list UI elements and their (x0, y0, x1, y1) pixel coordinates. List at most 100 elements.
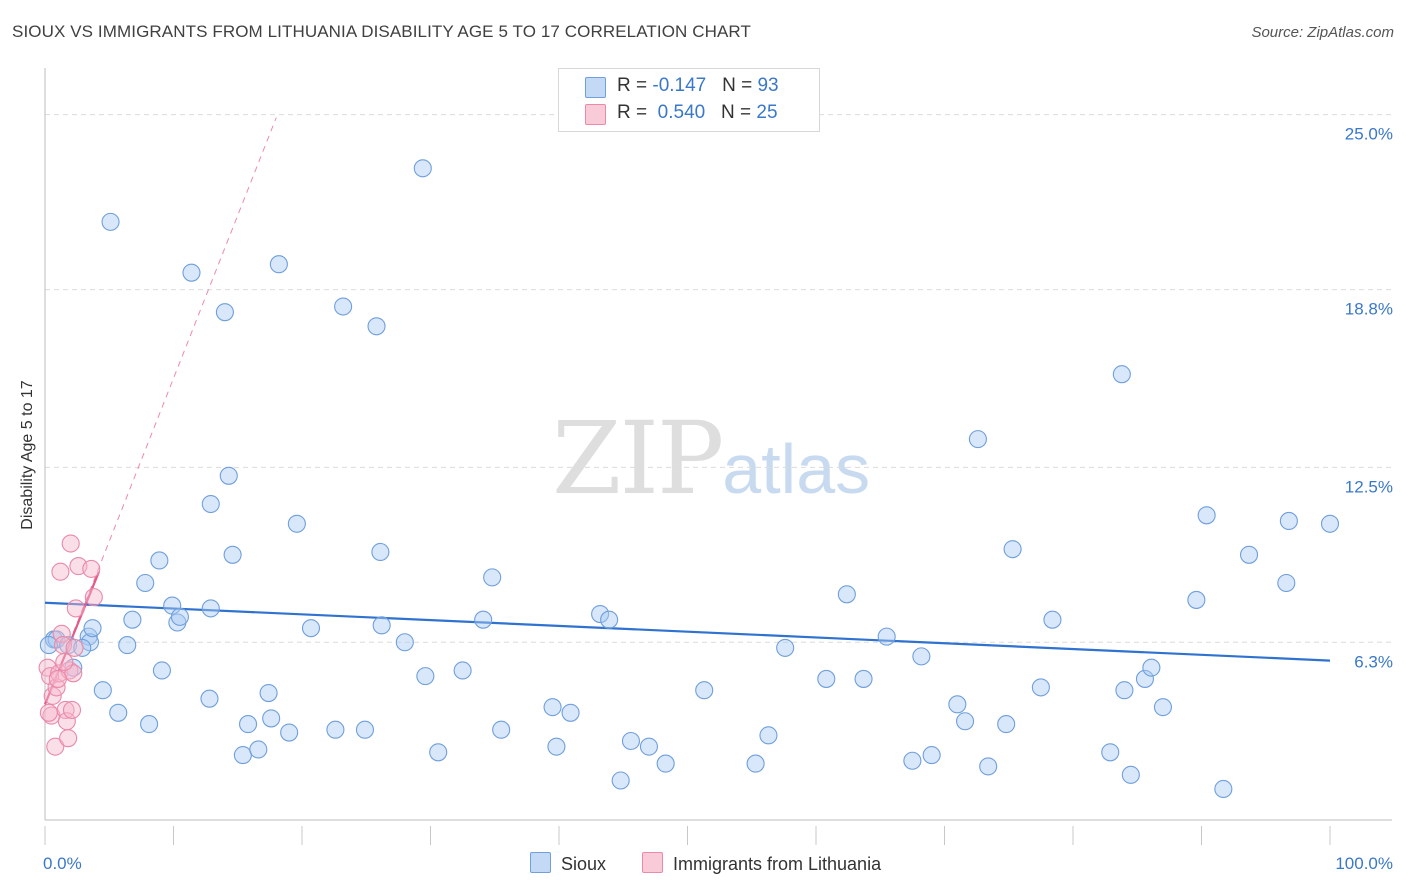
stats-legend: R = -0.147 N = 93 R = 0.540 N = 25 (558, 68, 820, 132)
sioux-point (956, 712, 975, 731)
lithuania-point (61, 534, 80, 553)
sioux-point (287, 514, 306, 533)
sioux-point (123, 610, 142, 629)
sioux-point (238, 715, 258, 734)
lithuania-point (84, 588, 103, 607)
sioux-point (136, 573, 155, 593)
sioux-point (547, 737, 566, 756)
legend-n-label: N = (722, 75, 758, 96)
bottom-legend-lithuania: Immigrants from Lithuania (642, 852, 881, 875)
legend-n-value: 93 (757, 75, 779, 96)
sioux-point (83, 619, 102, 638)
y-tick-label: 25.0% (1345, 125, 1393, 144)
sioux-point (1277, 573, 1296, 593)
sioux-point (1153, 698, 1172, 717)
lithuania-point (46, 737, 65, 756)
sioux-point (219, 466, 238, 485)
sioux-point (600, 610, 619, 629)
source-label: Source: ZipAtlas.com (1251, 24, 1394, 41)
sioux-point (118, 636, 137, 655)
sioux-point (695, 681, 714, 700)
sioux-point (413, 159, 432, 178)
sioux-point (1279, 511, 1298, 530)
sioux-point (1101, 743, 1120, 762)
axes (44, 68, 1392, 845)
lithuania-swatch (642, 852, 663, 873)
lithuania-point (55, 652, 74, 672)
lithuania-point (48, 669, 67, 688)
legend-n-value: 25 (756, 102, 778, 123)
sioux-point (140, 715, 159, 734)
y-tick-label: 6.3% (1354, 652, 1393, 671)
sioux-point (903, 751, 922, 770)
legend-r-label: R = (617, 102, 653, 123)
lithuania-swatch (585, 104, 606, 125)
legend-r-value: -0.147 (652, 75, 707, 96)
bottom-legend-sioux-label: Sioux (561, 854, 607, 874)
lithuania-point (66, 599, 85, 618)
sioux-point (280, 723, 299, 742)
sioux-point (1187, 590, 1206, 609)
sioux-point (93, 681, 112, 700)
sioux-point (1115, 681, 1134, 700)
watermark: ZIPatlas (552, 400, 870, 517)
sioux-point (979, 757, 998, 776)
sioux-point (262, 709, 281, 728)
sioux-point (233, 746, 252, 765)
bottom-legend-lithuania-label: Immigrants from Lithuania (673, 854, 882, 874)
sioux-point (79, 627, 98, 646)
sioux-point (912, 647, 931, 666)
legend-r-label: R = (617, 75, 653, 96)
sioux-point (150, 551, 169, 570)
sioux-point (591, 604, 610, 624)
sioux-point (746, 754, 765, 773)
sioux-point (152, 661, 171, 680)
lithuania-point (65, 638, 84, 657)
sioux-point (922, 746, 941, 765)
data-points (38, 159, 1340, 799)
sioux-point (395, 633, 414, 652)
sioux-point (854, 669, 873, 688)
sioux-point (200, 689, 219, 708)
chart-title: SIOUX VS IMMIGRANTS FROM LITHUANIA DISAB… (12, 22, 751, 41)
legend-r-value: 0.540 (657, 102, 706, 123)
sioux-point (372, 616, 391, 635)
sioux-point (201, 494, 220, 514)
sioux-point (837, 585, 856, 604)
sioux-point (968, 430, 987, 449)
sioux-point (656, 754, 675, 773)
sioux-point (1239, 545, 1259, 564)
sioux-point (561, 703, 580, 722)
sioux-point (73, 638, 92, 657)
sioux-point (1112, 365, 1131, 384)
sioux-point (1214, 779, 1233, 799)
sioux-point (109, 703, 128, 722)
lithuania-point (51, 562, 70, 581)
sioux-point (249, 740, 268, 759)
grid-lines (45, 114, 1392, 643)
sioux-point (416, 667, 435, 686)
sioux-point (474, 610, 493, 629)
sioux-point (1121, 765, 1140, 784)
sioux-point (621, 731, 641, 751)
watermark-atlas: atlas (722, 430, 871, 508)
sioux-point (776, 638, 795, 657)
sioux-point (1135, 669, 1155, 688)
sioux-point (371, 542, 390, 562)
sioux-point (997, 715, 1016, 734)
sioux-point (1043, 610, 1062, 629)
sioux-point (215, 303, 234, 322)
sioux-point (817, 669, 836, 688)
sioux-point (1003, 540, 1022, 559)
sioux-point (1197, 506, 1216, 525)
sioux-swatch (530, 852, 551, 873)
sioux-point (182, 263, 201, 282)
trend-lines (43, 117, 1331, 705)
legend-sioux-text: R = -0.147 N = 93 (617, 75, 779, 97)
legend-lithuania-text: R = 0.540 N = 25 (617, 102, 778, 124)
sioux-point (639, 737, 659, 756)
bottom-legend-sioux: Sioux (530, 852, 606, 875)
sioux-point (367, 317, 386, 336)
sioux-point (453, 661, 472, 680)
